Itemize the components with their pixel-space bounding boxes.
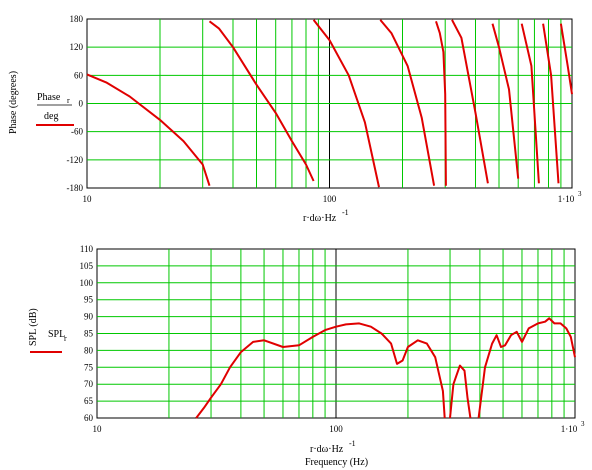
spl-series <box>195 317 576 419</box>
x-tick-label: 1·10 <box>558 194 575 204</box>
phase-x-ticks: 10 100 1·10 3 <box>83 190 583 204</box>
phase-chart: -180 -120 -60 0 60 120 180 10 100 1·10 3 Phase (d… <box>8 14 582 224</box>
y-tick-label: -120 <box>67 155 84 165</box>
phase-legend-subscript: r <box>67 96 70 105</box>
y-tick-label: 95 <box>84 295 94 305</box>
series-line-segment <box>542 23 560 184</box>
phase-y-ticks: -180 -120 -60 0 60 120 180 <box>67 14 84 193</box>
series-line-segment <box>451 19 489 184</box>
spl-x-axis-label-frequency: Frequency (Hz) <box>305 457 368 468</box>
spl-legend-subscript: r <box>64 334 67 343</box>
series-line-segment <box>379 19 436 186</box>
x-tick-label: 10 <box>83 194 93 204</box>
x-tick-exponent: 3 <box>581 420 585 428</box>
phase-x-axis-label-exponent: -1 <box>342 208 349 217</box>
x-tick-exponent: 3 <box>578 190 582 198</box>
series-line-segment <box>559 23 573 95</box>
spl-x-axis-label-exponent: -1 <box>349 439 356 448</box>
y-tick-label: -60 <box>71 127 83 137</box>
y-tick-label: 60 <box>74 70 84 80</box>
x-tick-label: 100 <box>329 424 343 434</box>
x-tick-label: 100 <box>323 194 337 204</box>
phase-series <box>86 19 573 188</box>
y-tick-label: 120 <box>70 42 84 52</box>
series-line-segment <box>477 317 576 419</box>
series-line-segment <box>491 23 520 179</box>
series-line-segment <box>312 19 380 188</box>
spl-grid <box>97 249 575 418</box>
y-tick-label: 105 <box>80 261 94 271</box>
y-tick-label: 100 <box>80 278 94 288</box>
phase-legend-label: Phase <box>37 92 61 103</box>
y-tick-label: 65 <box>84 396 94 406</box>
y-tick-label: 0 <box>79 99 84 109</box>
spl-legend-label: SPL <box>48 329 65 340</box>
y-tick-label: -180 <box>67 183 84 193</box>
y-tick-label: 75 <box>84 362 94 372</box>
spl-x-axis-label: r·dω·Hz <box>310 444 344 455</box>
series-line-segment <box>435 20 447 186</box>
spl-chart: 60 65 70 75 80 85 90 95 100 105 110 10 100 1·10 3 SPL… <box>28 244 585 468</box>
spl-y-axis-label: SPL (dB) <box>28 308 39 346</box>
phase-grid <box>87 19 572 188</box>
phase-legend-denominator: deg <box>44 111 58 122</box>
y-tick-label: 85 <box>84 329 94 339</box>
y-tick-label: 90 <box>84 312 94 322</box>
series-line-segment <box>86 73 211 187</box>
y-tick-label: 180 <box>70 14 84 24</box>
phase-y-axis-label: Phase (degrees) <box>8 71 19 134</box>
series-line-segment <box>520 23 540 184</box>
series-line-segment <box>195 322 446 419</box>
y-tick-label: 60 <box>84 413 94 423</box>
phase-x-axis-label: r·dω·Hz <box>303 213 337 224</box>
y-tick-label: 80 <box>84 345 94 355</box>
spl-x-ticks: 10 100 1·10 3 <box>93 420 586 434</box>
y-tick-label: 110 <box>80 244 94 254</box>
series-line-segment <box>449 364 472 419</box>
x-tick-label: 10 <box>93 424 103 434</box>
spl-y-ticks: 60 65 70 75 80 85 90 95 100 105 110 <box>80 244 94 423</box>
x-tick-label: 1·10 <box>561 424 578 434</box>
series-line-segment <box>208 20 315 182</box>
y-tick-label: 70 <box>84 379 94 389</box>
